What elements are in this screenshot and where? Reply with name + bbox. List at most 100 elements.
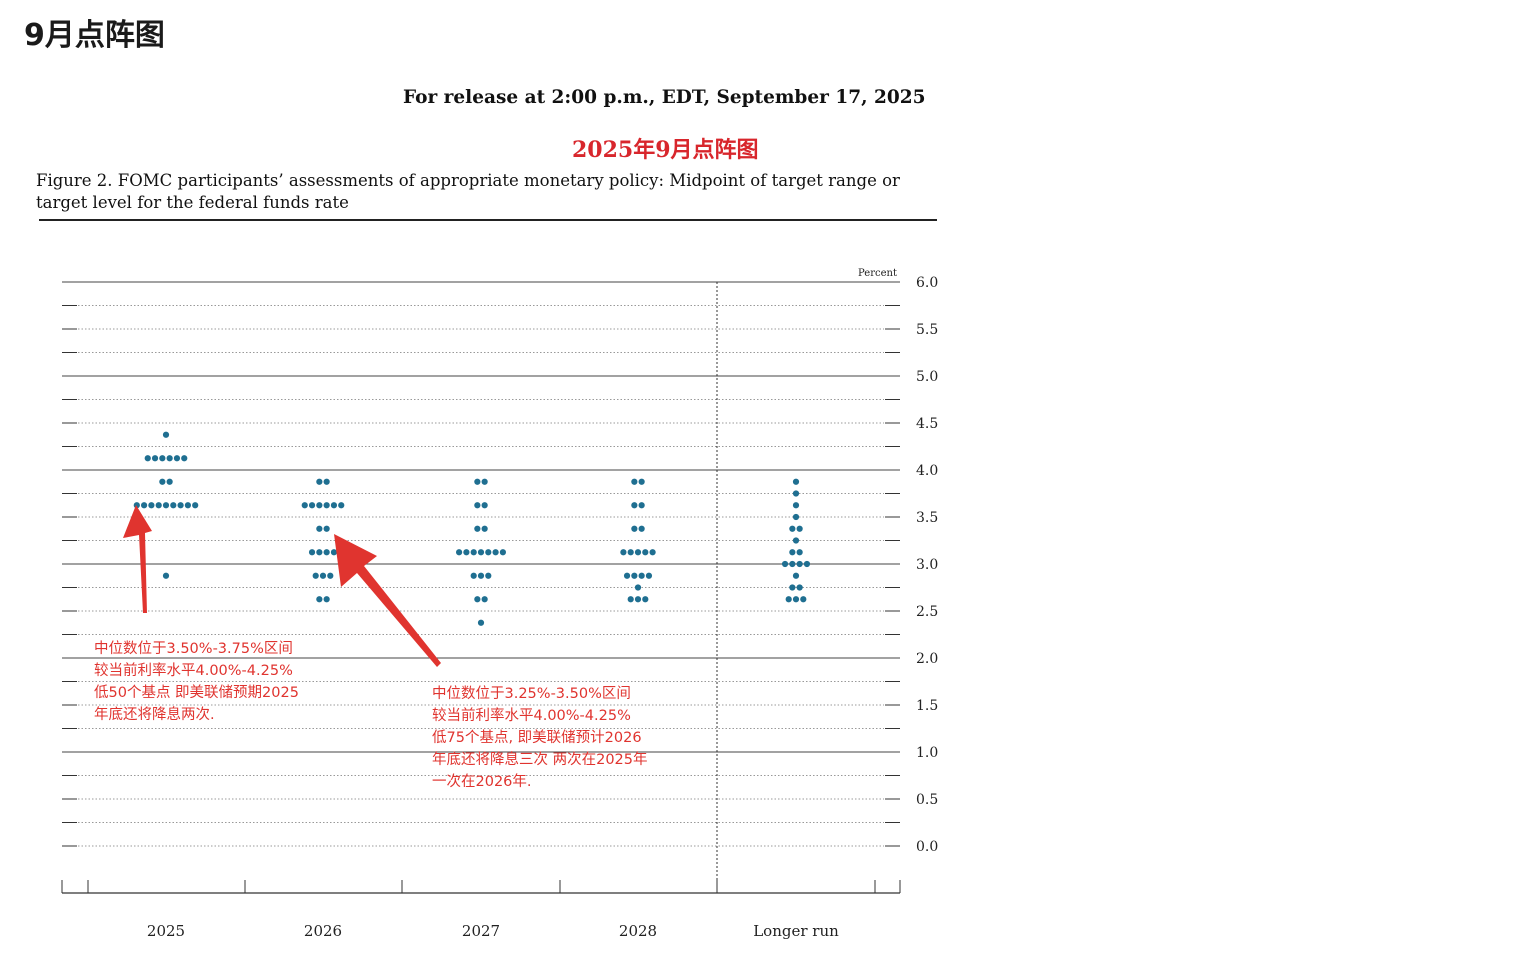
dot-marker	[184, 502, 191, 509]
y-tick-label: 5.5	[916, 322, 938, 338]
dot-marker	[141, 502, 148, 509]
dot-marker	[492, 549, 499, 556]
dot-marker	[631, 502, 638, 509]
category-label: 2027	[462, 922, 500, 940]
category-label: 2028	[619, 922, 657, 940]
annotation-2025: 中位数位于3.50%-3.75%区间 较当前利率水平4.00%-4.25% 低5…	[94, 641, 299, 723]
chart-red-title: 2025年9月点阵图	[572, 137, 759, 163]
dot-marker	[159, 455, 166, 462]
dot-marker	[323, 596, 330, 603]
page-heading: 9月点阵图	[24, 18, 165, 53]
category-label: 2026	[304, 922, 342, 940]
y-tick-label: 0.5	[916, 792, 938, 808]
dot-marker	[645, 572, 653, 579]
dot-marker	[323, 502, 330, 509]
dot-marker	[166, 455, 173, 462]
dot-marker	[323, 478, 330, 485]
dot-marker	[649, 549, 656, 556]
dot-marker	[155, 502, 162, 509]
dot-marker	[627, 549, 634, 556]
dot-marker	[323, 549, 330, 556]
dot-marker	[631, 478, 638, 485]
y-tick-label: 3.0	[916, 557, 938, 573]
dot-marker	[792, 596, 800, 603]
dot-marker	[162, 431, 170, 438]
y-tick-label: 1.0	[916, 745, 938, 761]
dot-marker	[463, 549, 470, 556]
dot-marker	[477, 572, 485, 579]
dot-marker	[316, 502, 323, 509]
dot-marker	[792, 537, 800, 544]
y-tick-label: 6.0	[916, 275, 938, 291]
dot-marker	[151, 455, 159, 462]
dot-marker	[789, 584, 796, 591]
dot-marker	[638, 478, 645, 485]
dot-marker	[792, 502, 800, 509]
red-arrow-icon	[334, 534, 441, 667]
dot-marker	[796, 560, 803, 568]
dot-marker	[316, 478, 323, 485]
dot-marker	[316, 549, 323, 556]
dot-marker	[796, 525, 803, 532]
dot-marker	[470, 572, 477, 579]
dot-marker	[474, 525, 481, 532]
unit-label: Percent	[858, 268, 897, 279]
dot-marker	[631, 525, 638, 532]
dot-marker	[642, 596, 649, 603]
dot-marker	[792, 513, 800, 521]
dot-marker	[338, 502, 345, 509]
dot-marker	[634, 549, 642, 556]
dot-marker	[192, 502, 199, 509]
dot-marker	[319, 572, 327, 579]
dot-marker	[308, 502, 316, 509]
dot-marker	[792, 490, 800, 497]
y-tick-label: 1.5	[916, 698, 938, 714]
dot-marker	[620, 549, 627, 556]
dot-marker	[181, 455, 188, 462]
y-tick-label: 3.5	[916, 510, 938, 526]
dot-marker	[330, 502, 338, 509]
dot-marker	[477, 619, 485, 626]
category-label: Longer run	[753, 922, 839, 940]
dot-marker	[166, 478, 173, 485]
dot-marker	[485, 572, 492, 579]
dot-marker	[785, 596, 792, 603]
dot-marker	[627, 596, 634, 603]
dot-marker	[796, 584, 803, 591]
dot-marker	[301, 502, 308, 509]
y-tick-label: 2.5	[916, 604, 938, 620]
dot-marker	[481, 596, 488, 603]
dot-marker	[642, 549, 649, 556]
dot-marker	[792, 572, 800, 579]
dot-marker	[481, 502, 488, 509]
y-tick-label: 0.0	[916, 839, 938, 855]
y-tick-label: 4.0	[916, 463, 938, 479]
caption-divider	[39, 219, 937, 221]
dot-marker	[170, 502, 177, 509]
y-tick-label: 5.0	[916, 369, 938, 385]
dot-marker	[481, 525, 488, 532]
annotation-2026: 中位数位于3.25%-3.50%区间 较当前利率水平4.00%-4.25% 低7…	[432, 686, 648, 790]
dot-marker	[499, 549, 506, 556]
dot-marker	[638, 572, 645, 579]
dot-marker	[308, 549, 316, 556]
dot-marker	[177, 502, 184, 509]
dot-marker	[789, 560, 796, 568]
dot-marker	[477, 549, 485, 556]
category-label: 2025	[147, 922, 185, 940]
dot-marker	[789, 549, 796, 556]
dot-marker	[470, 549, 477, 556]
dot-marker	[638, 525, 645, 532]
dot-marker	[796, 549, 803, 556]
dot-marker	[162, 572, 170, 579]
dot-marker	[144, 455, 151, 462]
dot-marker	[781, 560, 789, 568]
dot-marker	[173, 455, 181, 462]
dot-marker	[133, 502, 140, 509]
dot-marker	[159, 478, 166, 485]
dot-marker	[312, 572, 319, 579]
dot-marker	[474, 502, 481, 509]
dot-marker	[316, 525, 323, 532]
dot-marker	[474, 478, 481, 485]
dot-marker	[789, 525, 796, 532]
